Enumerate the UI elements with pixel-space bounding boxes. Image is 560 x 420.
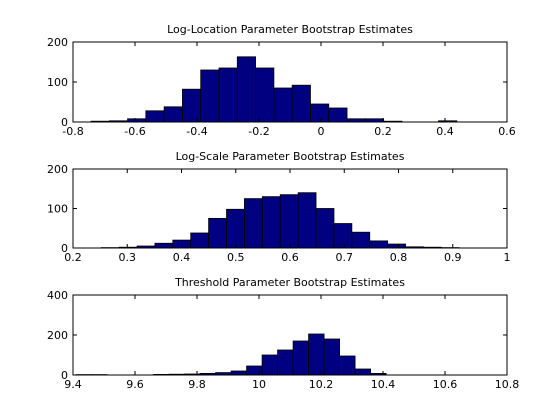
x-tick-label: 10	[252, 378, 266, 391]
x-tick-label: 0.2	[374, 125, 392, 138]
histogram-bar	[261, 354, 279, 376]
histogram-bar	[310, 103, 330, 123]
x-tick-label: 0.7	[336, 251, 354, 264]
x-tick-label: 10.8	[495, 378, 520, 391]
histogram-bar	[154, 242, 174, 249]
histogram-bar	[328, 107, 348, 123]
histogram-bar	[230, 370, 248, 376]
panel-title: Log-Location Parameter Bootstrap Estimat…	[167, 23, 413, 36]
histogram-bar	[292, 340, 310, 376]
histogram-bar	[277, 349, 294, 376]
histogram-bar	[208, 217, 227, 249]
x-tick-label: 9.6	[126, 378, 144, 391]
histogram-bar	[308, 333, 325, 376]
y-tick-label: 200	[47, 329, 68, 342]
x-tick-label: 10.2	[309, 378, 334, 391]
x-tick-label: 0.6	[281, 251, 299, 264]
x-tick-label: 0	[318, 125, 325, 138]
histogram-bar	[297, 192, 317, 249]
x-tick-label: 0.6	[498, 125, 516, 138]
y-tick-label: 100	[47, 76, 68, 89]
x-tick-label: 10.6	[433, 378, 458, 391]
histogram-bar	[190, 232, 210, 249]
y-tick-label: 200	[47, 36, 68, 49]
histogram-bar	[291, 84, 311, 123]
histogram-bar	[315, 208, 335, 249]
histogram-bar	[273, 87, 293, 123]
x-tick-label: -0.2	[248, 125, 269, 138]
y-tick-label: 100	[47, 203, 68, 216]
x-tick-label: 0.9	[444, 251, 462, 264]
histogram-bar	[351, 231, 371, 249]
histogram-bar	[255, 67, 275, 123]
histogram-bar	[333, 223, 353, 249]
y-tick-label: 0	[61, 369, 68, 382]
x-tick-label: 10.4	[371, 378, 396, 391]
x-tick-label: 0.2	[64, 251, 82, 264]
x-tick-label: 9.8	[188, 378, 206, 391]
histogram-bar	[261, 196, 281, 249]
histogram-bar	[145, 110, 165, 123]
histogram-panel-1: -0.8 -0.6 -0.4 -0.2 0 0.2 0.4 0.6 0 100 200 Log-Loc…	[47, 23, 516, 138]
histogram-bar	[279, 194, 299, 249]
x-tick-label: 0.8	[390, 251, 408, 264]
histogram-bar	[226, 208, 245, 249]
x-tick-label: 0.3	[119, 251, 137, 264]
x-tick-label: -0.8	[62, 125, 83, 138]
y-tick-label: 0	[61, 242, 68, 255]
histogram-bar	[354, 368, 372, 376]
y-tick-label: 200	[47, 163, 68, 176]
histogram-bar	[369, 240, 389, 249]
x-tick-label: -0.4	[186, 125, 207, 138]
histogram-bar	[244, 198, 263, 249]
histogram-bar	[339, 355, 356, 376]
x-tick-label: 0.4	[173, 251, 191, 264]
x-tick-label: 9.4	[64, 378, 82, 391]
histogram-bar	[246, 365, 263, 376]
panel-title: Threshold Parameter Bootstrap Estimates	[174, 276, 405, 289]
histogram-panel-3: 9.4 9.6 9.8 10 10.2 10.4 10.6 10.8 0 200 400 Thresh…	[47, 276, 519, 391]
histogram-bar	[387, 243, 406, 249]
histogram-panel-2: 0.2 0.3 0.4 0.5 0.6 0.7 0.8 0.9 1 0 100 200 Log-Scal…	[47, 150, 511, 264]
histogram-bar	[218, 67, 238, 123]
histogram-bar	[163, 106, 183, 123]
x-tick-label: 1	[504, 251, 511, 264]
histogram-bar	[323, 338, 341, 376]
panel-title: Log-Scale Parameter Bootstrap Estimates	[176, 150, 405, 163]
x-tick-label: 0.4	[436, 125, 454, 138]
y-tick-label: 400	[47, 289, 68, 302]
x-tick-label: -0.6	[124, 125, 145, 138]
y-tick-label: 0	[61, 116, 68, 129]
x-tick-label: 0.5	[227, 251, 245, 264]
histogram-bar	[182, 88, 202, 123]
histogram-bar	[236, 56, 256, 123]
histogram-bar	[200, 69, 220, 123]
